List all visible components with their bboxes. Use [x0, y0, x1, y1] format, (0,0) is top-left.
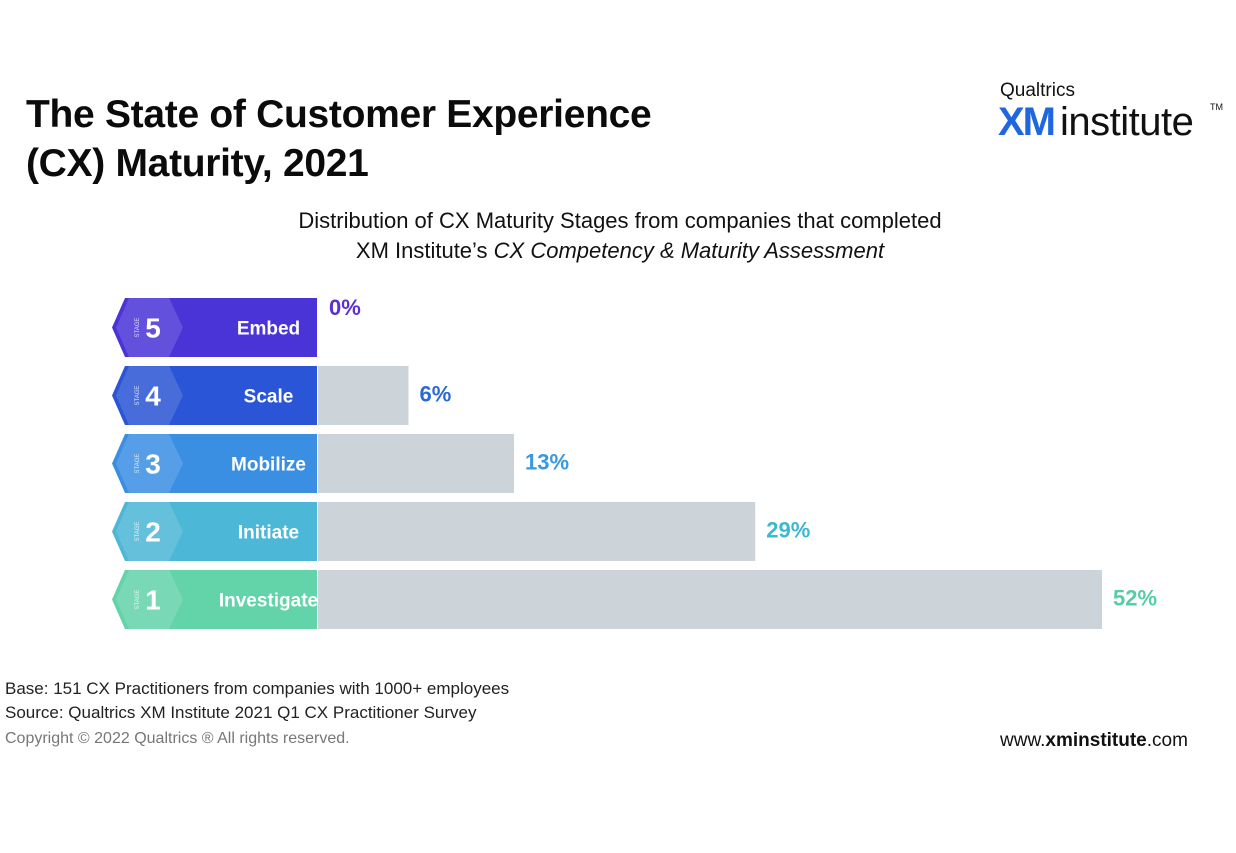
subtitle-italic-text: CX Competency & Maturity Assessment [493, 238, 885, 263]
stage-label-embed [112, 298, 317, 357]
logo-trademark: TM [1210, 102, 1223, 112]
bar-scale [318, 366, 409, 425]
value-label-investigate: 52% [1113, 586, 1157, 611]
footnote-base: Base: 151 CX Practitioners from companie… [5, 679, 510, 698]
chart-subtitle-line-1: Distribution of CX Maturity Stages from … [298, 208, 942, 233]
website-url: www.xminstitute.com [1000, 730, 1188, 752]
maturity-bar-chart: STAGE 5 Embed 0% STAGE 4 Scale 6% STAGE 3 Mobilize… [112, 295, 1157, 629]
value-label-scale: 6% [419, 382, 451, 407]
chart-title: The State of Customer Experience (CX) Ma… [26, 90, 652, 188]
logo-xm-text: XM [998, 100, 1056, 144]
stage-chevron-initiate [116, 502, 183, 561]
value-label-mobilize: 13% [525, 450, 569, 475]
stage-chevron-embed [116, 298, 183, 357]
category-label-embed: Embed [237, 319, 300, 340]
stage-number-4: 4 [145, 381, 161, 412]
stage-number-3: 3 [145, 449, 161, 480]
category-label-scale: Scale [244, 387, 294, 408]
footnote-source: Source: Qualtrics XM Institute 2021 Q1 C… [5, 703, 477, 722]
category-label-mobilize: Mobilize [231, 455, 306, 476]
footnote-copyright: Copyright © 2022 Qualtrics ® All rights … [5, 730, 350, 747]
chart-subtitle-line-2: XM Institute’s CX Competency & Maturity … [190, 238, 1050, 264]
title-line-2: (CX) Maturity, 2021 [26, 142, 369, 185]
stage-tag-mobilize: STAGE [135, 454, 141, 474]
logo-qualtrics-text: Qualtrics [1000, 80, 1075, 101]
stage-chevron-scale [116, 366, 183, 425]
stage-number-2: 2 [145, 517, 161, 548]
subtitle-plain-text: XM Institute’s [355, 238, 494, 263]
stage-tag-investigate: STAGE [135, 590, 141, 610]
site-prefix: www. [1000, 730, 1046, 751]
logo-institute-text: institute [1060, 100, 1194, 144]
site-name: xminstitute [1045, 730, 1147, 751]
stage-label-mobilize [112, 434, 317, 493]
title-line-1: The State of Customer Experience [26, 93, 652, 136]
stage-chevron-investigate [116, 570, 183, 629]
stage-chevron-mobilize [116, 434, 183, 493]
bar-initiate [318, 502, 756, 561]
stage-label-investigate [112, 570, 317, 629]
bar-investigate [318, 570, 1102, 629]
stage-number-1: 1 [145, 585, 161, 616]
stage-number-5: 5 [145, 313, 161, 344]
stage-tag-initiate: STAGE [135, 522, 141, 542]
category-label-investigate: Investigate [219, 591, 318, 612]
bar-mobilize [318, 434, 514, 493]
stage-tag-embed: STAGE [135, 318, 141, 338]
value-label-embed: 0% [329, 295, 361, 320]
category-label-initiate: Initiate [238, 523, 299, 544]
stage-label-scale [112, 366, 317, 425]
value-label-initiate: 29% [766, 518, 810, 543]
xm-institute-logo: Qualtrics XM institute TM [998, 78, 1228, 148]
stage-label-initiate [112, 502, 317, 561]
stage-tag-scale: STAGE [135, 386, 141, 406]
site-suffix: .com [1146, 730, 1188, 751]
